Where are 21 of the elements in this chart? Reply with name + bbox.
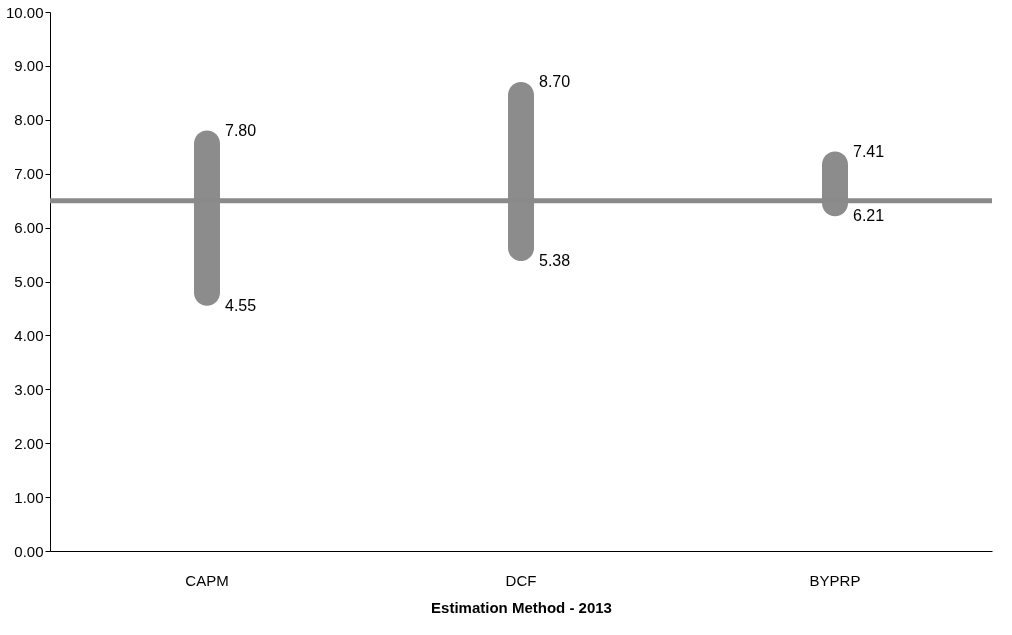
y-tick-label: 1.00 xyxy=(14,488,44,506)
x-tick-label: DCF xyxy=(505,571,537,589)
y-tick-label: 8.00 xyxy=(14,111,44,129)
x-tick-label: BYPRP xyxy=(809,571,861,589)
annotation: 5.38 xyxy=(539,252,571,270)
annotation: 7.41 xyxy=(853,142,885,160)
annotation: 4.55 xyxy=(225,296,257,314)
x-tick-label: CAPM xyxy=(185,571,229,589)
y-tick-label: 3.00 xyxy=(14,380,44,398)
y-tick-label: 9.00 xyxy=(14,57,44,75)
y-tick-label: 7.00 xyxy=(14,165,44,183)
y-tick-label: 5.00 xyxy=(14,273,44,290)
annotation: 8.70 xyxy=(539,73,571,91)
x-axis-title: Estimation Method - 2013 xyxy=(431,598,612,616)
annotation: 7.80 xyxy=(225,121,257,139)
y-tick-label: 4.00 xyxy=(14,326,44,344)
y-tick-label: 2.00 xyxy=(14,434,44,452)
y-tick-label: 0.00 xyxy=(14,542,44,560)
y-tick-label: 6.00 xyxy=(14,219,44,237)
y-tick-label: 10.00 xyxy=(5,3,44,21)
annotation: 6.21 xyxy=(853,207,885,225)
